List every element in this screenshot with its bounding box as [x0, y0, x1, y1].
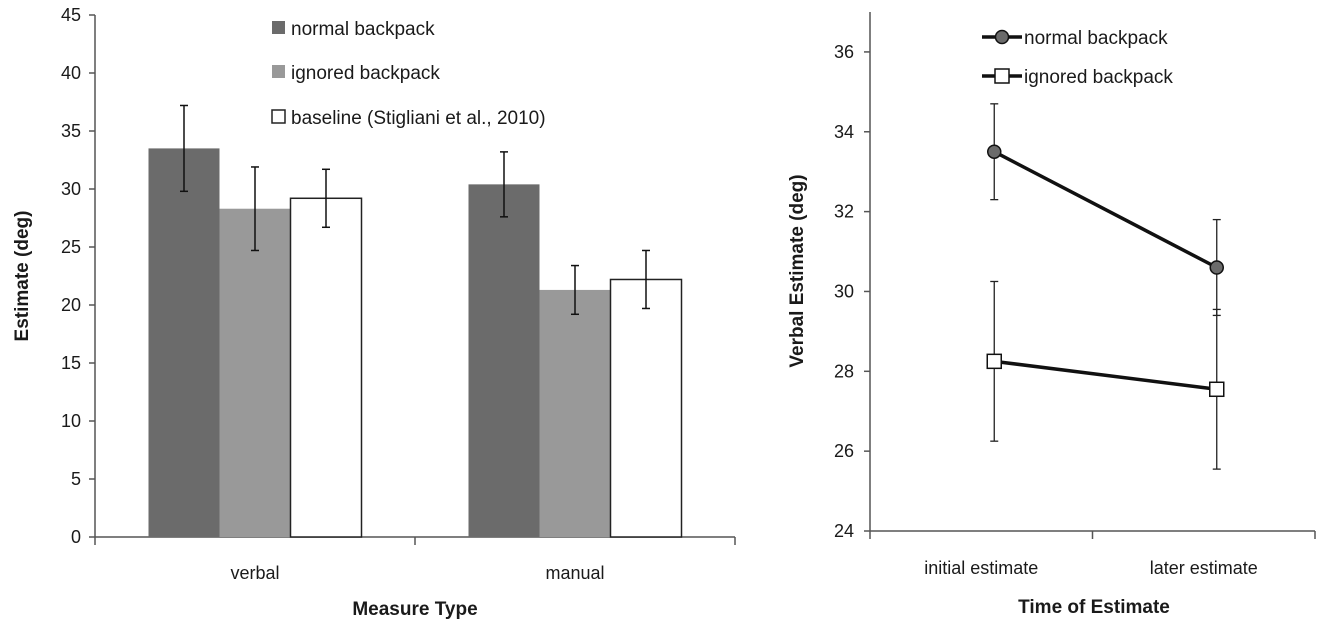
legend-label: normal backpack — [291, 19, 435, 40]
y-tick-label: 34 — [834, 122, 854, 142]
y-tick-label: 30 — [61, 179, 81, 199]
data-point — [987, 144, 1002, 159]
x-tick-label: verbal — [230, 563, 279, 583]
y-tick-label: 40 — [61, 63, 81, 83]
x-axis-title: Time of Estimate — [1018, 597, 1170, 618]
y-tick-label: 36 — [834, 42, 854, 62]
y-tick-label: 20 — [61, 295, 81, 315]
x-axis-title: Measure Type — [352, 599, 477, 620]
bar — [609, 278, 683, 538]
legend-marker — [994, 68, 1010, 84]
y-tick-label: 35 — [61, 121, 81, 141]
bar — [148, 148, 220, 537]
y-tick-label: 15 — [61, 353, 81, 373]
y-tick-label: 45 — [61, 5, 81, 25]
data-point — [1209, 381, 1225, 398]
legend-swatch — [271, 109, 286, 124]
y-tick-label: 0 — [71, 527, 81, 547]
y-axis-title: Estimate (deg) — [12, 211, 33, 342]
y-tick-label: 10 — [61, 411, 81, 431]
legend-label: ignored backpack — [1024, 67, 1173, 88]
y-axis-title: Verbal Estimate (deg) — [787, 174, 808, 367]
bar — [539, 289, 611, 537]
legend-label: normal backpack — [1024, 28, 1168, 49]
y-tick-label: 30 — [834, 281, 854, 301]
y-tick-label: 5 — [71, 469, 81, 489]
legend-swatch — [272, 21, 285, 34]
y-tick-label: 24 — [834, 521, 854, 541]
series-line — [993, 150, 1218, 270]
data-point — [1209, 260, 1224, 275]
bar — [219, 208, 291, 537]
y-tick-label: 32 — [834, 202, 854, 222]
legend-marker — [994, 29, 1010, 45]
data-point — [986, 353, 1002, 370]
legend-label: ignored backpack — [291, 63, 440, 84]
y-tick-label: 26 — [834, 441, 854, 461]
y-tick-label: 25 — [61, 237, 81, 257]
x-tick-label: initial estimate — [924, 558, 1038, 578]
bar — [468, 184, 540, 538]
legend-swatch — [272, 65, 285, 78]
x-tick-label: manual — [545, 563, 604, 583]
x-tick-label: later estimate — [1150, 558, 1258, 578]
series-line — [994, 359, 1217, 392]
legend-label: baseline (Stigliani et al., 2010) — [291, 108, 546, 129]
y-tick-label: 28 — [834, 361, 854, 381]
